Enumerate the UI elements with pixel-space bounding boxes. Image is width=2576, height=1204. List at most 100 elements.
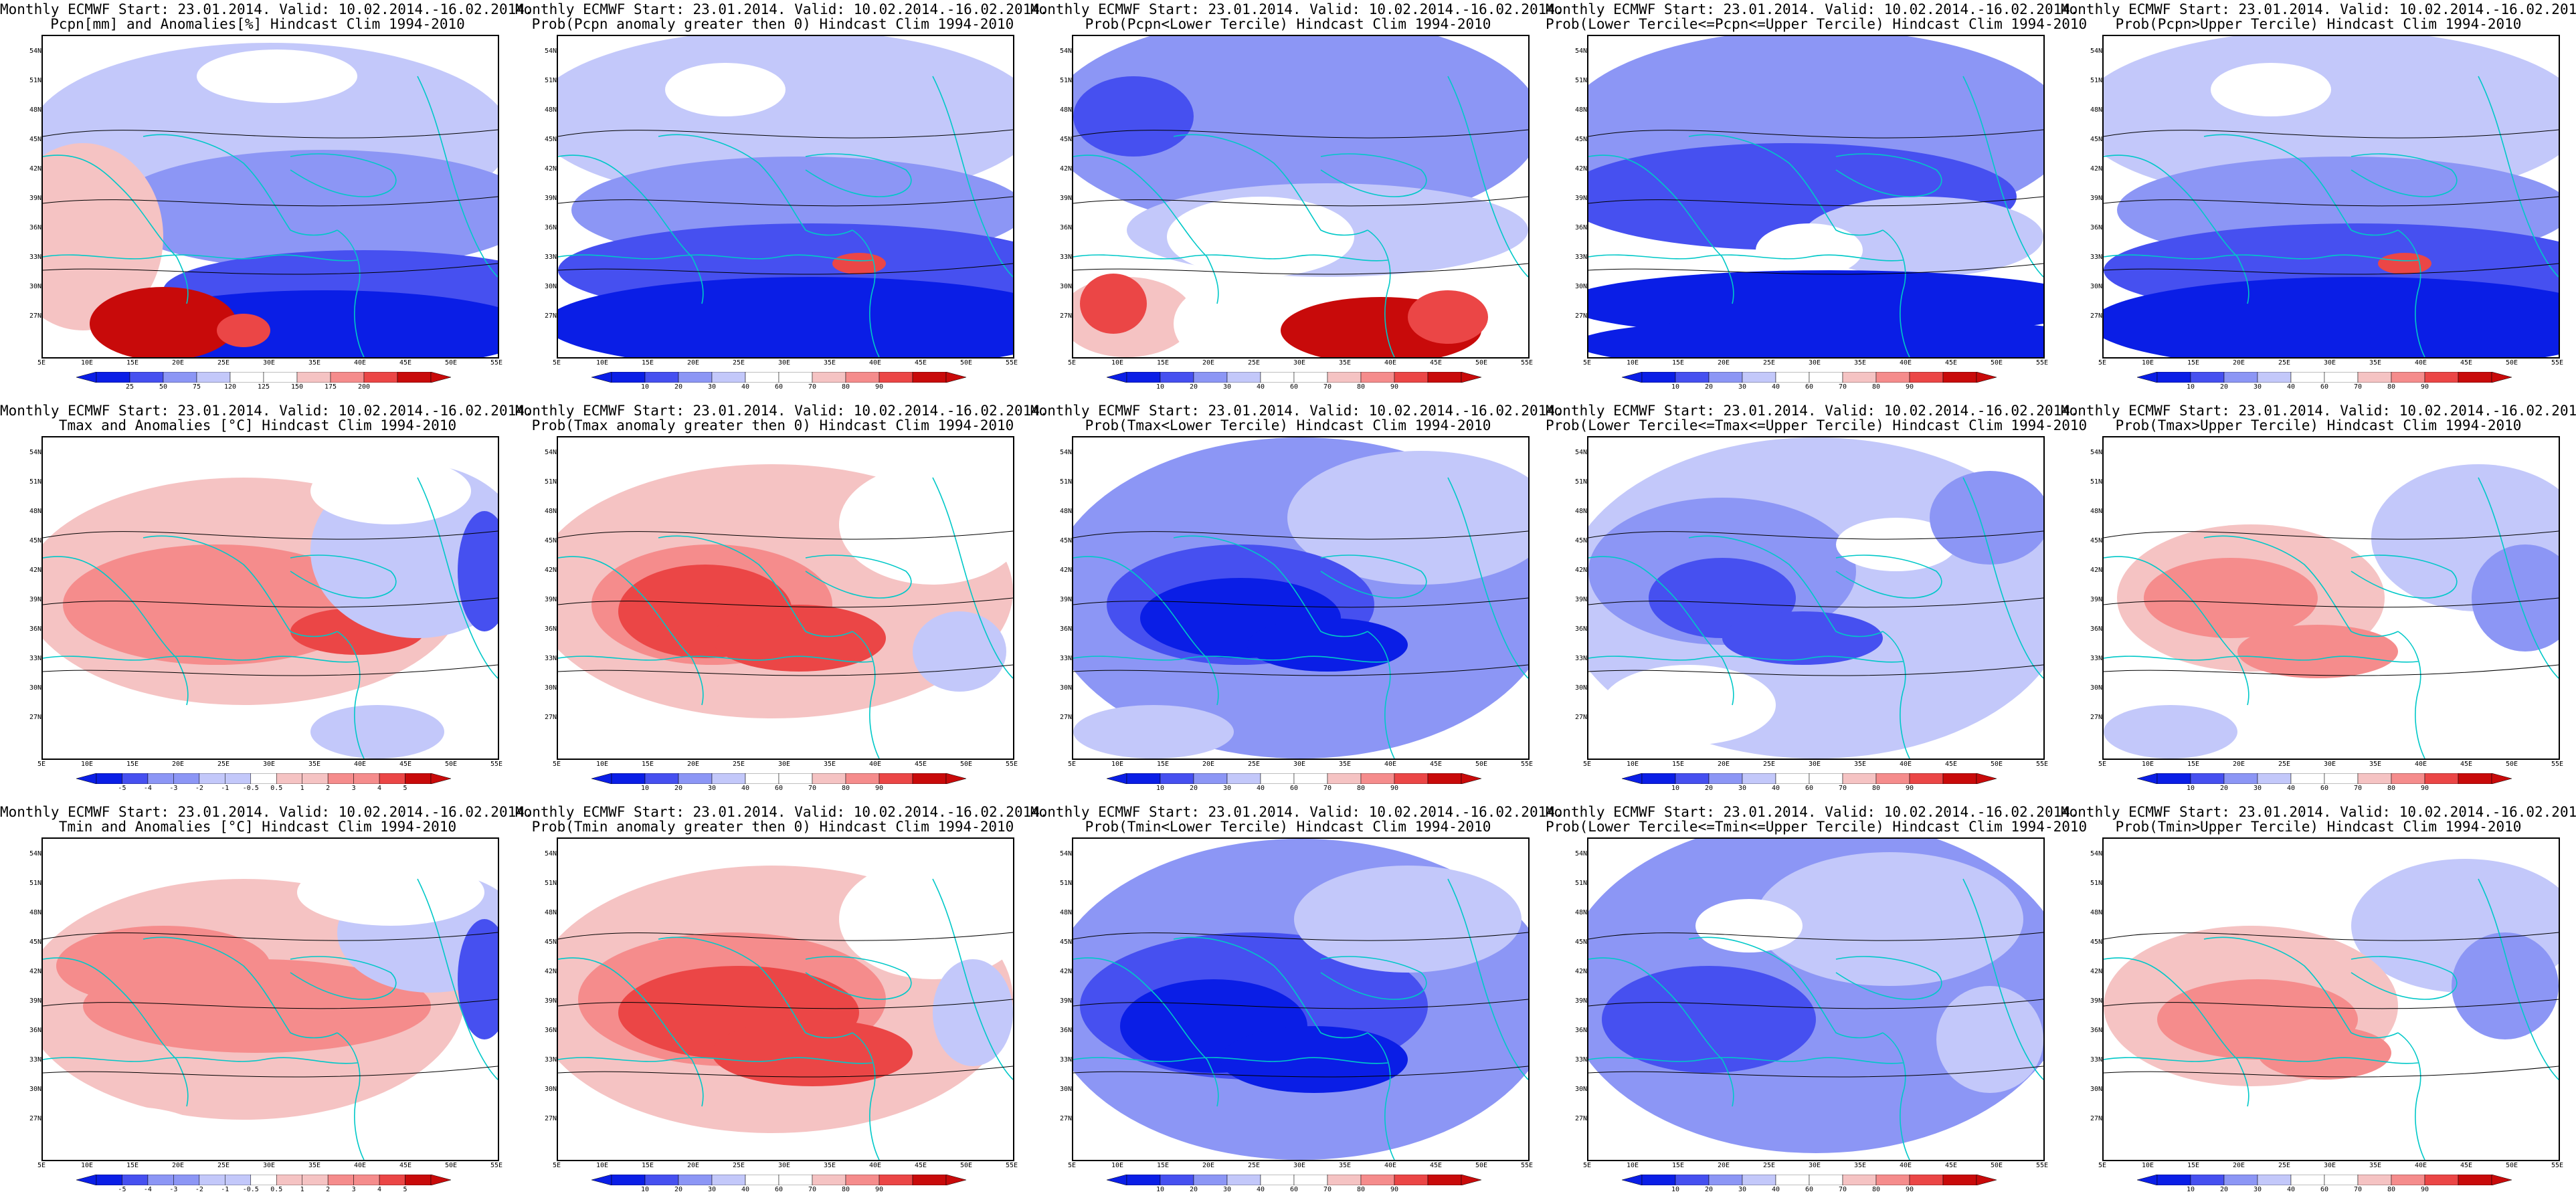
longitude-label: 55E	[2551, 1162, 2564, 1169]
latitude-label: 54N	[29, 47, 41, 55]
latitude-label: 48N	[2090, 106, 2102, 114]
latitude-label: 42N	[2090, 968, 2102, 975]
latitude-label: 27N	[544, 1115, 557, 1122]
colorbar-swatches	[1622, 1175, 1997, 1185]
colorbar-swatch	[2290, 773, 2325, 784]
coastline	[43, 556, 189, 706]
longitude-label: 10E	[595, 1162, 609, 1169]
colorbar-min-arrow	[1107, 372, 1127, 383]
isoline	[43, 129, 498, 138]
isoline	[558, 664, 1013, 676]
coastline	[658, 535, 853, 637]
longitude-label: 15E	[126, 1162, 139, 1169]
longitude-label: 25E	[732, 1162, 745, 1169]
colorbar-max-arrow	[1976, 773, 1997, 784]
coastline	[1173, 535, 1368, 637]
colorbar-tick-label: 1	[300, 1186, 304, 1193]
latitude-label: 45N	[2090, 938, 2102, 946]
colorbar: 10 20 30 40 60 70 80 90	[1107, 1175, 1481, 1199]
longitude-label: 35E	[823, 1162, 836, 1169]
colorbar-tick-label: 40	[2286, 383, 2296, 391]
field-region	[63, 705, 223, 759]
panel-title: Monthly ECMWF Start: 23.01.2014. Valid: …	[515, 403, 1048, 419]
colorbar-swatch	[1394, 372, 1429, 383]
latitude-label: 54N	[2090, 47, 2102, 55]
colorbar-tick-label: 40	[1771, 1186, 1780, 1193]
longitude-label: 45E	[1429, 761, 1443, 768]
latitude-label: 54N	[1574, 850, 1587, 858]
latitude-label: 39N	[2090, 997, 2102, 1005]
colorbar-swatch	[1809, 773, 1843, 784]
latitude-label: 48N	[29, 508, 41, 515]
field-region	[1930, 471, 2043, 565]
longitude-label: 10E	[1111, 359, 1124, 367]
colorbar-tick-label: 80	[841, 1186, 850, 1193]
colorbar-tick-label: 5	[403, 1186, 407, 1193]
colorbar-tick-label: -0.5	[242, 1186, 259, 1193]
longitude-label: 30E	[2323, 761, 2336, 768]
longitude-label: 50E	[2505, 1162, 2518, 1169]
colorbar-swatches	[2137, 1175, 2512, 1185]
colorbar-swatch	[912, 773, 947, 784]
longitude-label: 35E	[308, 359, 321, 367]
latitude-label: 48N	[1059, 508, 1072, 515]
longitude-label: 50E	[959, 359, 973, 367]
colorbar-ticks: 10 20 30 40 60 70 80 90	[591, 383, 966, 392]
latitude-label: 45N	[29, 938, 41, 946]
colorbar-tick-label: 80	[2387, 1186, 2396, 1193]
colorbar-swatch	[778, 773, 813, 784]
latitude-label: 39N	[544, 596, 557, 603]
coastline	[1320, 555, 1427, 599]
colorbar-swatch	[2324, 773, 2359, 784]
latitude-label: 54N	[1574, 449, 1587, 456]
colorbar-swatch	[1909, 1175, 1944, 1185]
colorbar-tick-label: 20	[1189, 785, 1198, 792]
latitude-label: 30N	[1574, 283, 1587, 290]
coastline	[290, 555, 397, 599]
coastline	[2397, 1032, 2425, 1160]
colorbar-tick-label: 90	[1390, 383, 1399, 391]
isoline	[558, 932, 1013, 941]
field-region	[1080, 274, 1147, 334]
coastline	[2397, 631, 2425, 759]
colorbar-swatch	[1675, 372, 1710, 383]
colorbar-tick-label: -5	[118, 1186, 126, 1193]
colorbar-max-arrow	[1461, 372, 1481, 383]
colorbar-swatch	[845, 1175, 880, 1185]
latitude-label: 36N	[2090, 1027, 2102, 1034]
coastline	[1688, 535, 1883, 637]
colorbar-swatch	[778, 1175, 813, 1185]
longitude-label: 30E	[1293, 761, 1306, 768]
colorbar-tick-label: 4	[377, 785, 382, 792]
latitude-label: 27N	[1574, 714, 1587, 721]
colorbar: 10 20 30 40 60 70 80 90	[591, 773, 966, 797]
isoline	[1588, 664, 2043, 676]
colorbar-swatch	[644, 372, 679, 383]
map-plot-area	[2102, 436, 2560, 760]
map-panel: Monthly ECMWF Start: 23.01.2014. Valid: …	[1030, 0, 1564, 401]
longitude-label: 10E	[2141, 359, 2154, 367]
isoline	[1073, 597, 1528, 608]
panel-title: Monthly ECMWF Start: 23.01.2014. Valid: …	[1546, 1, 2079, 17]
latitude-label: 51N	[1574, 880, 1587, 887]
colorbar-swatches	[2137, 773, 2512, 784]
colorbar-swatch	[2223, 372, 2258, 383]
colorbar-swatch	[296, 372, 331, 383]
longitude-label: 25E	[2278, 761, 2291, 768]
latitude-label: 48N	[544, 508, 557, 515]
latitude-label: 48N	[2090, 508, 2102, 515]
longitude-label: 40E	[2414, 1162, 2427, 1169]
coastline	[558, 155, 704, 304]
latitude-label: 45N	[544, 537, 557, 544]
longitude-label: 5E	[37, 1162, 46, 1169]
colorbar-tick-label: 10	[1156, 785, 1165, 792]
colorbar-tick-label: 90	[2420, 785, 2429, 792]
colorbar: 10 20 30 40 60 70 80 90	[1107, 773, 1481, 797]
latitude-label: 30N	[29, 1086, 41, 1093]
longitude-label: 15E	[1156, 1162, 1170, 1169]
latitude-label: 39N	[1574, 997, 1587, 1005]
longitude-label: 25E	[217, 1162, 230, 1169]
longitude-label: 10E	[1111, 761, 1124, 768]
latitude-label: 33N	[544, 1056, 557, 1064]
longitude-label: 45E	[914, 761, 927, 768]
